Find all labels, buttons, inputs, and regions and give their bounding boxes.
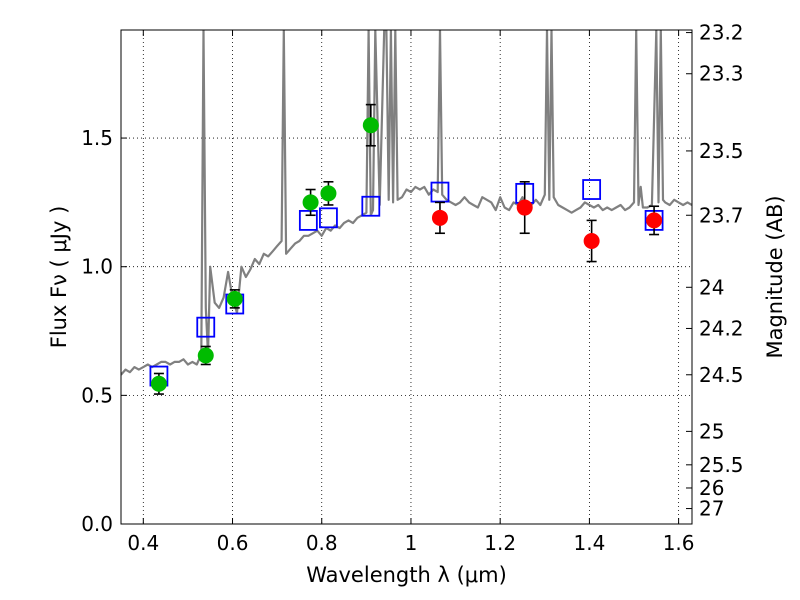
x-tick-label: 1.6 <box>663 531 695 555</box>
mag-tick-label: 23.5 <box>699 139 744 163</box>
observed-point <box>302 194 319 211</box>
x-tick-label: 1.4 <box>573 531 605 555</box>
mag-tick-label: 24.2 <box>699 316 744 340</box>
grid <box>121 30 692 525</box>
mag-tick-label: 27 <box>699 497 724 521</box>
mag-tick-label: 26 <box>699 476 724 500</box>
mag-tick-label: 25 <box>699 419 724 443</box>
model-point <box>298 209 318 231</box>
y-axis-label: Flux Fν ( μJy ) <box>47 206 71 349</box>
observed-point <box>197 347 214 364</box>
observed-point <box>150 375 167 392</box>
y-tick-label: 0.5 <box>81 383 113 407</box>
mag-tick-label: 23.3 <box>699 62 744 86</box>
model-point <box>361 195 381 217</box>
mag-tick-label: 24.5 <box>699 363 744 387</box>
mag-tick-label: 23.2 <box>699 21 744 45</box>
x-axis-label: Wavelength λ (μm) <box>306 563 507 587</box>
x-tick-label: 1 <box>405 531 418 555</box>
x-tick-label: 0.4 <box>127 531 159 555</box>
observed-point <box>362 117 379 134</box>
tick-layer: 0.4 0.6 0.8 1 1.2 1.4 1.6 0.0 0.5 1.0 1.5 23.2 23.3 2… <box>81 21 743 555</box>
plot-frame <box>120 29 693 525</box>
observed-point <box>431 209 448 226</box>
y-tick-label: 1.5 <box>81 126 113 150</box>
observed-photometry-layer <box>150 117 663 392</box>
spectrum-line <box>121 30 692 376</box>
y-axis-right-label: Magnitude (AB) <box>763 195 787 358</box>
x-tick-label: 1.2 <box>484 531 516 555</box>
model-point <box>319 207 338 229</box>
model-point <box>196 316 216 338</box>
mag-tick-label: 24 <box>699 275 724 299</box>
observed-point <box>646 212 663 229</box>
x-tick-label: 0.8 <box>306 531 338 555</box>
mag-tick-label: 25.5 <box>699 453 744 477</box>
observed-point <box>516 199 533 216</box>
observed-point <box>583 232 600 249</box>
y-tick-label: 0.0 <box>81 512 113 536</box>
error-bar-layer <box>153 103 660 395</box>
y-tick-label: 1.0 <box>81 255 113 279</box>
model-point <box>582 179 602 200</box>
x-tick-label: 0.6 <box>217 531 249 555</box>
spectrum-layer <box>121 30 692 376</box>
axis-labels: Wavelength λ (μm) Flux Fν ( μJy ) Magnit… <box>47 195 787 587</box>
observed-point <box>226 290 243 307</box>
mag-tick-label: 23.7 <box>699 203 744 227</box>
observed-point <box>320 185 337 202</box>
